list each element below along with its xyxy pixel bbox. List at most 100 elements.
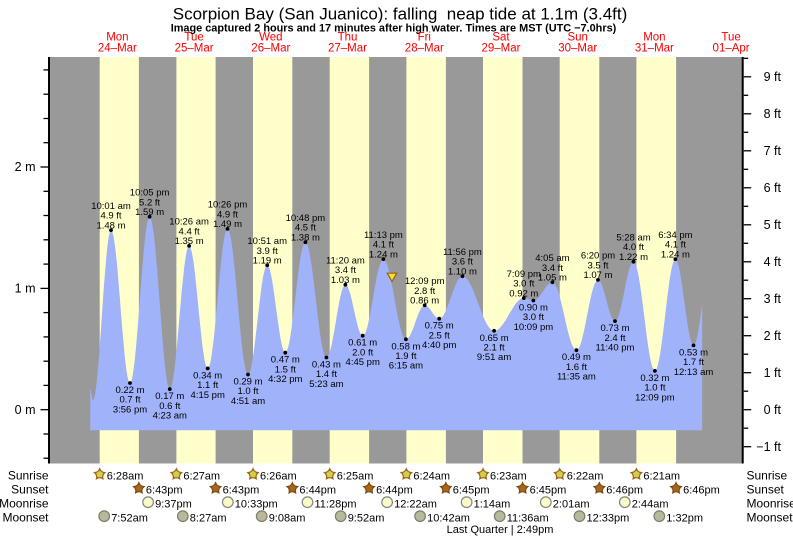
svg-text:1.6 ft: 1.6 ft <box>566 362 587 373</box>
svg-text:Sat: Sat <box>492 31 510 43</box>
svg-text:9 ft: 9 ft <box>764 70 782 84</box>
svg-text:10:05 pm: 10:05 pm <box>130 188 170 199</box>
svg-text:2.1 ft: 2.1 ft <box>484 343 505 354</box>
svg-text:2.4 ft: 2.4 ft <box>604 333 625 344</box>
svg-text:6:15 am: 6:15 am <box>389 361 423 372</box>
svg-text:3.4 ft: 3.4 ft <box>542 263 563 274</box>
svg-text:11:20 am: 11:20 am <box>326 256 365 267</box>
svg-text:1.7 ft: 1.7 ft <box>683 357 704 368</box>
svg-text:4.9 ft: 4.9 ft <box>217 209 238 220</box>
svg-text:1.07 m: 1.07 m <box>583 270 612 281</box>
svg-text:11:36am: 11:36am <box>507 512 549 524</box>
svg-text:6 ft: 6 ft <box>764 181 782 195</box>
svg-text:Moonrise: Moonrise <box>0 496 49 510</box>
svg-text:1.03 m: 1.03 m <box>331 275 360 286</box>
svg-text:1.4 ft: 1.4 ft <box>316 369 337 380</box>
svg-text:4:40 pm: 4:40 pm <box>422 340 456 351</box>
svg-text:6:25am: 6:25am <box>337 470 374 482</box>
svg-text:9:51 am: 9:51 am <box>477 352 511 363</box>
svg-text:12:09 pm: 12:09 pm <box>405 276 445 287</box>
svg-text:Moonset: Moonset <box>747 510 793 524</box>
svg-text:0.49 m: 0.49 m <box>562 352 591 363</box>
svg-text:0.32 m: 0.32 m <box>640 373 669 384</box>
svg-text:6:20 pm: 6:20 pm <box>581 251 615 262</box>
svg-text:4.0 ft: 4.0 ft <box>623 242 644 253</box>
svg-text:4:51 am: 4:51 am <box>231 396 265 407</box>
svg-text:2 m: 2 m <box>15 160 36 174</box>
svg-text:6:45pm: 6:45pm <box>530 484 567 496</box>
svg-text:−1 ft: −1 ft <box>756 440 781 454</box>
svg-text:0.75 m: 0.75 m <box>425 321 454 332</box>
svg-text:6:46pm: 6:46pm <box>606 484 643 496</box>
svg-text:9:52am: 9:52am <box>348 512 385 524</box>
svg-text:6:27am: 6:27am <box>183 470 220 482</box>
svg-text:1.1 ft: 1.1 ft <box>197 380 218 391</box>
svg-text:1.48 m: 1.48 m <box>96 220 125 231</box>
svg-text:2:44am: 2:44am <box>632 498 669 510</box>
svg-text:6:46pm: 6:46pm <box>683 484 720 496</box>
svg-text:2.8 ft: 2.8 ft <box>414 286 435 297</box>
svg-text:1.24 m: 1.24 m <box>369 249 398 260</box>
svg-text:30–Mar: 30–Mar <box>558 42 597 54</box>
svg-text:0.17 m: 0.17 m <box>155 391 184 402</box>
svg-text:Last Quarter | 2:49pm: Last Quarter | 2:49pm <box>447 524 554 536</box>
svg-text:5:28 am: 5:28 am <box>616 233 650 244</box>
svg-text:Sunrise: Sunrise <box>8 468 49 482</box>
svg-text:5 ft: 5 ft <box>764 218 782 232</box>
svg-text:11:40 pm: 11:40 pm <box>596 343 635 354</box>
svg-text:3.9 ft: 3.9 ft <box>257 246 278 257</box>
svg-text:12:33pm: 12:33pm <box>587 512 630 524</box>
svg-text:10:51 am: 10:51 am <box>247 236 287 247</box>
svg-text:1 m: 1 m <box>15 282 36 296</box>
svg-text:4.5 ft: 4.5 ft <box>295 223 316 234</box>
svg-text:28–Mar: 28–Mar <box>405 42 444 54</box>
svg-text:0 m: 0 m <box>15 403 36 417</box>
svg-text:7:09 pm: 7:09 pm <box>507 269 541 280</box>
svg-text:Thu: Thu <box>338 31 358 43</box>
svg-text:6:44pm: 6:44pm <box>299 484 336 496</box>
svg-text:0.22 m: 0.22 m <box>115 385 144 396</box>
svg-text:1.38 m: 1.38 m <box>291 232 320 243</box>
svg-text:1.49 m: 1.49 m <box>213 219 242 230</box>
svg-text:7 ft: 7 ft <box>764 144 782 158</box>
svg-text:4:23 am: 4:23 am <box>153 411 187 422</box>
svg-text:25–Mar: 25–Mar <box>175 42 214 54</box>
svg-text:0.86 m: 0.86 m <box>410 296 439 307</box>
svg-text:4:32 pm: 4:32 pm <box>268 374 302 385</box>
svg-text:0.43 m: 0.43 m <box>312 360 341 371</box>
svg-text:6:22am: 6:22am <box>567 470 604 482</box>
svg-text:Image captured 2 hours and 17: Image captured 2 hours and 17 minutes af… <box>171 22 617 34</box>
svg-text:10:42am: 10:42am <box>427 512 470 524</box>
svg-text:0.73 m: 0.73 m <box>600 323 629 334</box>
svg-text:26–Mar: 26–Mar <box>251 42 290 54</box>
svg-text:Moonset: Moonset <box>2 510 49 524</box>
svg-text:Wed: Wed <box>259 31 282 43</box>
svg-text:3.6 ft: 3.6 ft <box>452 257 473 268</box>
svg-text:0.90 m: 0.90 m <box>519 303 548 314</box>
svg-text:4 ft: 4 ft <box>764 255 782 269</box>
svg-text:4.1 ft: 4.1 ft <box>373 240 394 251</box>
svg-text:0 ft: 0 ft <box>764 403 782 417</box>
svg-text:Fri: Fri <box>418 31 431 43</box>
svg-text:0.34 m: 0.34 m <box>193 370 222 381</box>
svg-text:5.2 ft: 5.2 ft <box>139 197 160 208</box>
svg-text:1.0 ft: 1.0 ft <box>644 383 665 394</box>
svg-text:1.9 ft: 1.9 ft <box>395 351 416 362</box>
svg-text:Scorpion Bay (San Juanico): fa: Scorpion Bay (San Juanico): falling neap… <box>173 5 628 24</box>
svg-text:12:22am: 12:22am <box>394 498 437 510</box>
svg-text:3 ft: 3 ft <box>764 292 782 306</box>
svg-text:29–Mar: 29–Mar <box>482 42 521 54</box>
svg-text:4:15 pm: 4:15 pm <box>191 390 225 401</box>
svg-text:Sunset: Sunset <box>11 482 49 496</box>
svg-text:1.5 ft: 1.5 ft <box>275 364 296 375</box>
svg-text:1.10 m: 1.10 m <box>448 266 477 277</box>
svg-text:Sun: Sun <box>567 31 587 43</box>
svg-text:Sunrise: Sunrise <box>747 468 788 482</box>
svg-text:2 ft: 2 ft <box>764 329 782 343</box>
svg-text:6:34 pm: 6:34 pm <box>658 230 692 241</box>
svg-text:6:28am: 6:28am <box>107 470 144 482</box>
svg-text:1.19 m: 1.19 m <box>253 256 282 267</box>
svg-text:3.4 ft: 3.4 ft <box>335 265 356 276</box>
svg-text:0.47 m: 0.47 m <box>271 355 300 366</box>
svg-text:2.5 ft: 2.5 ft <box>429 330 450 341</box>
